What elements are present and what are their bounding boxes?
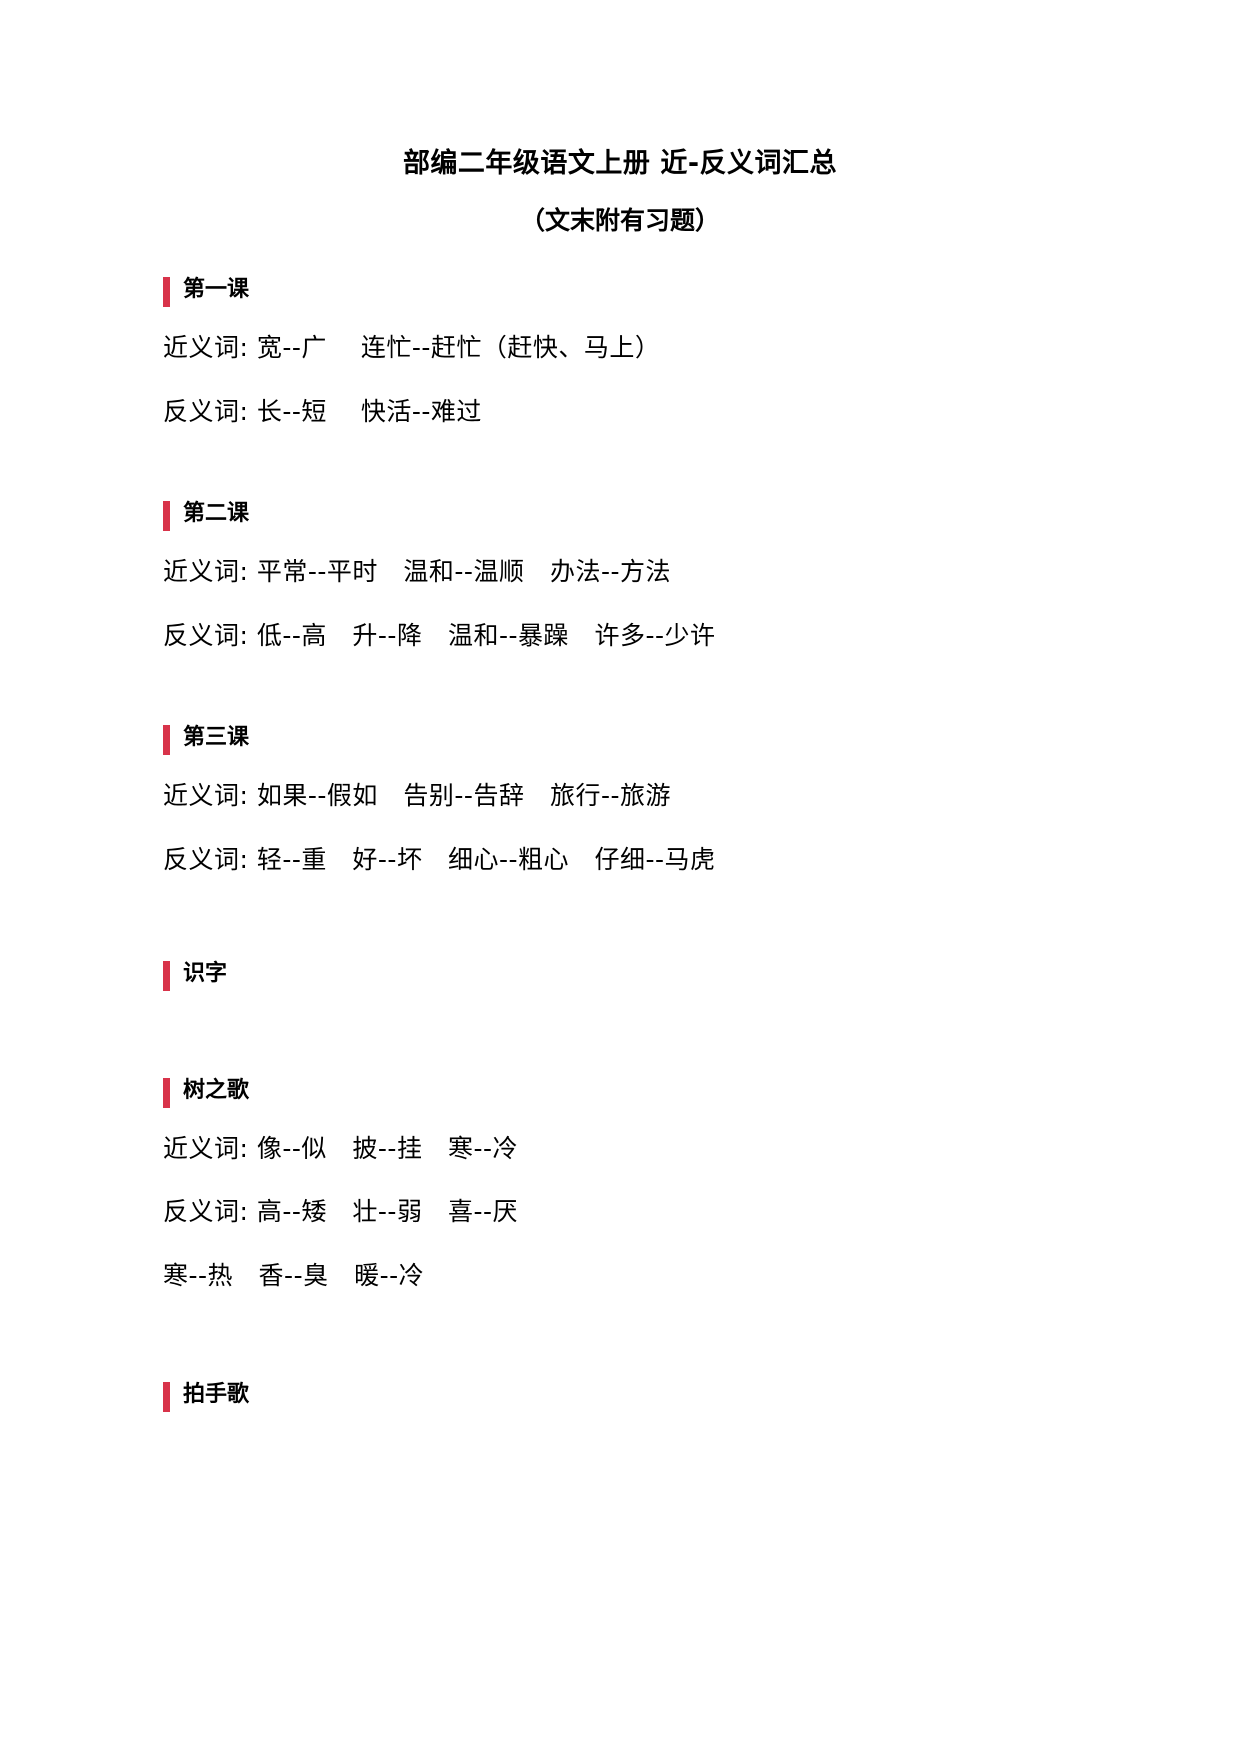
section-heading-shuzhige: 树之歌 — [163, 1077, 1077, 1109]
synonym-line: 近义词: 宽--广 连忙--赶忙（赶快、马上） — [163, 332, 661, 362]
section-accent-bar-icon — [163, 1078, 170, 1109]
section-accent-bar-icon — [163, 961, 170, 992]
synonym-line: 近义词: 如果--假如 告别--告辞 旅行--旅游 — [163, 780, 671, 810]
section-heading-label: 第三课 — [183, 725, 250, 751]
section-shuzhige: 树之歌 近义词: 像--似 披--挂 寒--冷 反义词: 高--矮 壮--弱 喜… — [163, 1077, 1077, 1293]
section-heading-shizi: 识字 — [163, 960, 1077, 992]
section-heading-lesson-1: 第一课 — [163, 276, 1077, 308]
page-title: 部编二年级语文上册 近-反义词汇总 — [402, 148, 838, 179]
section-paishouge: 拍手歌 — [163, 1381, 1077, 1412]
section-heading-lesson-3: 第三课 — [163, 724, 1077, 756]
synonym-line: 近义词: 平常--平时 温和--温顺 办法--方法 — [163, 556, 671, 586]
section-accent-bar-icon — [163, 501, 170, 532]
antonym-line: 反义词: 轻--重 好--坏 细心--粗心 仔细--马虎 — [163, 844, 716, 874]
section-heading-label: 第一课 — [183, 277, 250, 303]
section-heading-label: 识字 — [183, 961, 228, 987]
antonym-line: 反义词: 低--高 升--降 温和--暴躁 许多--少许 — [163, 620, 716, 650]
section-accent-bar-icon — [163, 725, 170, 756]
page-subtitle: （文末附有习题） — [519, 206, 720, 236]
document-body: 部编二年级语文上册 近-反义词汇总 （文末附有习题） 第一课 近义词: 宽--广… — [163, 0, 1077, 1412]
section-shizi: 识字 — [163, 960, 1077, 992]
section-accent-bar-icon — [163, 1381, 170, 1412]
antonym-line-continued: 寒--热 香--臭 暖--冷 — [163, 1261, 425, 1291]
section-heading-paishouge: 拍手歌 — [163, 1381, 1077, 1412]
synonym-line: 近义词: 像--似 披--挂 寒--冷 — [163, 1133, 518, 1163]
section-heading-label: 树之歌 — [183, 1078, 250, 1104]
antonym-line: 反义词: 长--短 快活--难过 — [163, 396, 482, 426]
antonym-line: 反义词: 高--矮 壮--弱 喜--厌 — [163, 1197, 518, 1227]
section-heading-label: 拍手歌 — [183, 1381, 250, 1407]
section-accent-bar-icon — [163, 277, 170, 308]
section-heading-lesson-2: 第二课 — [163, 500, 1077, 532]
section-lesson-2: 第二课 近义词: 平常--平时 温和--温顺 办法--方法 反义词: 低--高 … — [163, 500, 1077, 652]
section-heading-label: 第二课 — [183, 501, 250, 527]
section-lesson-1: 第一课 近义词: 宽--广 连忙--赶忙（赶快、马上） 反义词: 长--短 快活… — [163, 276, 1077, 428]
section-lesson-3: 第三课 近义词: 如果--假如 告别--告辞 旅行--旅游 反义词: 轻--重 … — [163, 724, 1077, 876]
